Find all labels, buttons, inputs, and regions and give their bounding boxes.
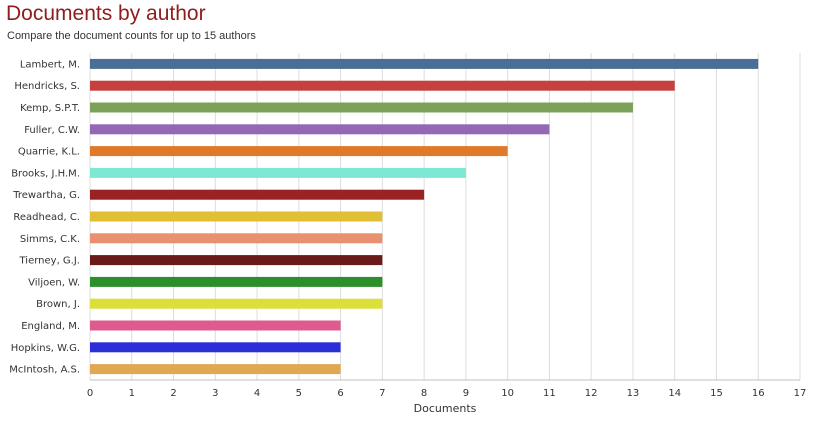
tick-label: 3 bbox=[212, 388, 218, 399]
bar-hopkins-w-g[interactable] bbox=[90, 342, 341, 353]
bar-brooks-j-h-m[interactable] bbox=[90, 167, 466, 178]
category-label: McIntosh, A.S. bbox=[9, 365, 80, 376]
bar-readhead-c[interactable] bbox=[90, 211, 383, 222]
bar-fuller-c-w[interactable] bbox=[90, 124, 550, 135]
category-label: England, M. bbox=[21, 321, 80, 332]
bar-england-m[interactable] bbox=[90, 320, 341, 331]
category-label: Tierney, G.J. bbox=[19, 256, 81, 267]
category-label: Fuller, C.W. bbox=[24, 125, 80, 136]
bar-brown-j[interactable] bbox=[90, 298, 383, 309]
category-label: Quarrie, K.L. bbox=[18, 147, 80, 158]
bar-mcintosh-a-s[interactable] bbox=[90, 364, 341, 375]
tick-label: 12 bbox=[585, 388, 598, 399]
tick-label: 15 bbox=[710, 388, 723, 399]
category-label: Brooks, J.H.M. bbox=[11, 168, 80, 179]
tick-label: 0 bbox=[87, 388, 93, 399]
tick-label: 7 bbox=[379, 388, 385, 399]
bars bbox=[90, 58, 759, 375]
category-label: Kemp, S.P.T. bbox=[20, 103, 80, 114]
tick-label: 2 bbox=[170, 388, 176, 399]
category-label: Readhead, C. bbox=[13, 212, 80, 223]
tick-label: 9 bbox=[463, 388, 469, 399]
bar-quarrie-k-l[interactable] bbox=[90, 146, 508, 157]
bar-kemp-s-p-t[interactable] bbox=[90, 102, 633, 113]
tick-label: 5 bbox=[296, 388, 302, 399]
category-label: Trewartha, G. bbox=[12, 190, 80, 201]
category-label: Simms, C.K. bbox=[20, 234, 80, 245]
category-label: Hendricks, S. bbox=[14, 81, 80, 92]
bar-viljoen-w[interactable] bbox=[90, 276, 383, 287]
bar-hendricks-s[interactable] bbox=[90, 80, 675, 91]
bar-simms-c-k[interactable] bbox=[90, 233, 383, 244]
tick-label: 10 bbox=[501, 388, 514, 399]
category-label: Hopkins, W.G. bbox=[11, 343, 80, 354]
category-labels: Lambert, M. Hendricks, S. Kemp, S.P.T. Full… bbox=[9, 59, 80, 375]
bar-tierney-g-j[interactable] bbox=[90, 255, 383, 266]
tick-labels: 0 1 2 3 4 5 6 7 8 9 10 11 12 13 14 15 16 17 bbox=[87, 388, 807, 399]
category-label: Brown, J. bbox=[36, 299, 80, 310]
x-axis-title: Documents bbox=[414, 402, 477, 415]
category-label: Viljoen, W. bbox=[28, 277, 80, 288]
tick-label: 17 bbox=[794, 388, 807, 399]
tick-label: 13 bbox=[627, 388, 640, 399]
bar-trewartha-g[interactable] bbox=[90, 189, 425, 200]
bar-lambert-m[interactable] bbox=[90, 58, 759, 69]
tick-label: 8 bbox=[421, 388, 427, 399]
chart-title: Documents by author bbox=[6, 2, 206, 25]
tick-label: 11 bbox=[543, 388, 556, 399]
tick-label: 1 bbox=[129, 388, 135, 399]
tick-label: 6 bbox=[337, 388, 343, 399]
tick-label: 4 bbox=[254, 388, 260, 399]
tick-label: 16 bbox=[752, 388, 765, 399]
category-label: Lambert, M. bbox=[20, 59, 80, 70]
chart-subtitle: Compare the document counts for up to 15… bbox=[7, 30, 256, 42]
tick-label: 14 bbox=[668, 388, 681, 399]
